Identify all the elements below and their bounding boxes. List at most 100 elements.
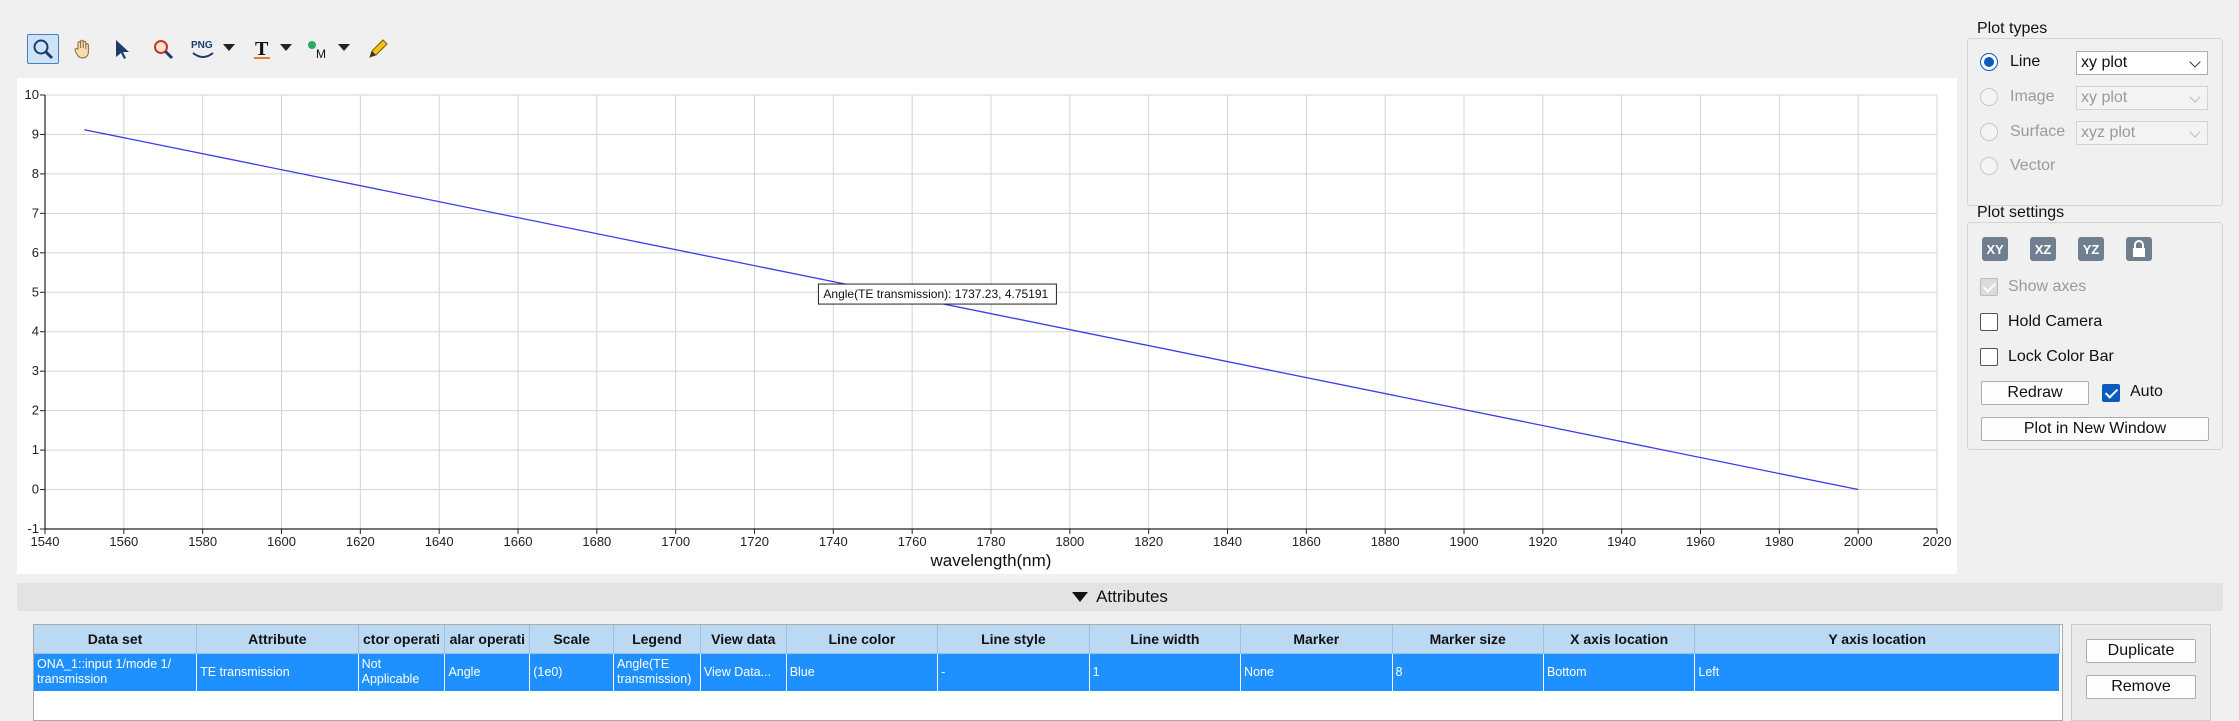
redraw-button[interactable]: Redraw xyxy=(1981,381,2089,405)
png-export-icon[interactable]: PNG xyxy=(187,34,219,64)
cell-vector-operation[interactable]: Not Applicable xyxy=(358,653,446,691)
x-tick-label: 2000 xyxy=(1844,534,1873,549)
col-header-y-axis-location[interactable]: Y axis location xyxy=(1694,625,2060,654)
x-tick-label: 1600 xyxy=(267,534,296,549)
lock-color-bar-checkbox[interactable] xyxy=(1980,348,1998,366)
x-axis-label: wavelength(nm) xyxy=(930,551,1052,570)
x-tick-label: 1880 xyxy=(1371,534,1400,549)
series-line xyxy=(84,129,1859,491)
plot-area[interactable]: 1540 1560 1580 1600 1620 1640 1660 1680 1700 1720… xyxy=(17,78,1957,574)
radio-line[interactable] xyxy=(1980,53,1998,71)
col-header-legend[interactable]: Legend xyxy=(613,625,701,654)
radio-vector-label: Vector xyxy=(2010,157,2056,174)
cell-marker-size[interactable]: 8 xyxy=(1392,653,1544,691)
cell-x-axis-location[interactable]: Bottom xyxy=(1543,653,1696,691)
x-tick-label: 1740 xyxy=(819,534,848,549)
show-axes-checkbox[interactable] xyxy=(1980,278,1998,296)
x-tick-label: 2020 xyxy=(1923,534,1952,549)
x-tick-label: 1660 xyxy=(504,534,533,549)
x-tick-label: 1900 xyxy=(1450,534,1479,549)
x-tick-label: 1940 xyxy=(1607,534,1636,549)
pencil-icon[interactable] xyxy=(362,34,394,64)
text-annotation-icon[interactable]: T xyxy=(246,34,278,64)
cell-scale[interactable]: (1e0) xyxy=(529,653,615,691)
data-tooltip: Angle(TE transmission): 1737.23, 4.75191 xyxy=(817,283,1057,305)
cell-scalar-operation[interactable]: Angle xyxy=(444,653,531,691)
x-tick-label: 1920 xyxy=(1528,534,1557,549)
zoom-region-icon[interactable] xyxy=(147,34,179,64)
zoom-icon[interactable] xyxy=(27,34,59,64)
pan-hand-icon[interactable] xyxy=(67,34,99,64)
radio-image-label: Image xyxy=(2010,88,2055,105)
col-header-marker-size[interactable]: Marker size xyxy=(1392,625,1544,654)
radio-surface[interactable] xyxy=(1980,123,1998,141)
col-header-attribute[interactable]: Attribute xyxy=(196,625,359,654)
x-tick-label: 1860 xyxy=(1292,534,1321,549)
svg-text:M: M xyxy=(316,47,326,61)
surface-plot-select[interactable]: xyz plot xyxy=(2076,121,2208,145)
col-header-x-axis-location[interactable]: X axis location xyxy=(1543,625,1696,654)
plot-settings-title: Plot settings xyxy=(1977,204,2065,221)
duplicate-button[interactable]: Duplicate xyxy=(2086,639,2196,663)
col-header-line-color[interactable]: Line color xyxy=(786,625,939,654)
col-header-line-width[interactable]: Line width xyxy=(1089,625,1242,654)
svg-text:XZ: XZ xyxy=(2035,242,2052,257)
cell-legend[interactable]: Angle(TE transmission) xyxy=(613,653,701,691)
view-yz-button[interactable]: YZ xyxy=(2076,235,2106,263)
col-header-view-data[interactable]: View data xyxy=(700,625,787,654)
attributes-table[interactable]: Data set Attribute ctor operati alar ope… xyxy=(33,624,2063,721)
radio-vector[interactable] xyxy=(1980,157,1998,175)
table-row[interactable]: ONA_1::input 1/mode 1/ transmission TE t… xyxy=(34,653,2060,691)
x-tick-label: 1700 xyxy=(661,534,690,549)
x-tick-label: 1680 xyxy=(582,534,611,549)
col-header-data-set[interactable]: Data set xyxy=(34,625,198,654)
cell-line-style[interactable]: - xyxy=(937,653,1090,691)
y-tick-label: 7 xyxy=(32,205,39,220)
cell-view-data[interactable]: View Data... xyxy=(700,653,787,691)
remove-button[interactable]: Remove xyxy=(2086,675,2196,699)
auto-checkbox[interactable] xyxy=(2102,384,2120,402)
line-plot-select[interactable]: xy plot xyxy=(2076,51,2208,75)
x-tick-label: 1720 xyxy=(740,534,769,549)
view-xy-button[interactable]: XY xyxy=(1980,235,2010,263)
y-tick-label: 0 xyxy=(32,482,39,497)
lock-view-icon[interactable] xyxy=(2124,235,2154,263)
plot-settings-group: XY XZ YZ Show axes Hold Camera Lock Colo… xyxy=(1967,222,2223,450)
show-axes-label: Show axes xyxy=(2008,278,2087,295)
hold-camera-checkbox[interactable] xyxy=(1980,313,1998,331)
radio-line-label: Line xyxy=(2010,53,2041,70)
x-tick-label: 1800 xyxy=(1055,534,1084,549)
y-tick-label: 5 xyxy=(32,284,39,299)
y-tick-label: 6 xyxy=(32,245,39,260)
radio-image[interactable] xyxy=(1980,88,1998,106)
table-actions: Duplicate Remove xyxy=(2071,624,2211,721)
attributes-title: Attributes xyxy=(1096,587,1168,606)
cell-y-axis-location[interactable]: Left xyxy=(1694,653,2060,691)
view-xz-button[interactable]: XZ xyxy=(2028,235,2058,263)
x-tick-label: 1780 xyxy=(977,534,1006,549)
plot-toolbar: PNG T M xyxy=(0,0,1960,75)
attributes-toggle[interactable]: Attributes xyxy=(17,583,2223,611)
image-plot-select[interactable]: xy plot xyxy=(2076,86,2208,110)
png-dropdown-icon[interactable] xyxy=(223,44,235,51)
marker-icon[interactable]: M xyxy=(303,34,335,64)
cell-data-set[interactable]: ONA_1::input 1/mode 1/ transmission xyxy=(34,653,198,691)
select-arrow-icon[interactable] xyxy=(107,34,139,64)
svg-text:XY: XY xyxy=(1986,242,2004,257)
line-chart[interactable]: 1540 1560 1580 1600 1620 1640 1660 1680 1700 1720… xyxy=(17,78,1957,574)
plot-in-new-window-button[interactable]: Plot in New Window xyxy=(1981,417,2209,441)
cell-line-width[interactable]: 1 xyxy=(1089,653,1242,691)
marker-dropdown-icon[interactable] xyxy=(338,44,350,51)
y-tick-label: 3 xyxy=(32,363,39,378)
cell-attribute[interactable]: TE transmission xyxy=(196,653,359,691)
col-header-marker[interactable]: Marker xyxy=(1240,625,1393,654)
cell-marker[interactable]: None xyxy=(1240,653,1393,691)
col-header-scalar-operation[interactable]: alar operati xyxy=(444,625,531,654)
text-dropdown-icon[interactable] xyxy=(280,44,292,51)
col-header-line-style[interactable]: Line style xyxy=(937,625,1090,654)
x-tick-label: 1640 xyxy=(425,534,454,549)
radio-surface-label: Surface xyxy=(2010,123,2066,140)
cell-line-color[interactable]: Blue xyxy=(786,653,939,691)
col-header-scale[interactable]: Scale xyxy=(529,625,615,654)
col-header-vector-operation[interactable]: ctor operati xyxy=(358,625,446,654)
